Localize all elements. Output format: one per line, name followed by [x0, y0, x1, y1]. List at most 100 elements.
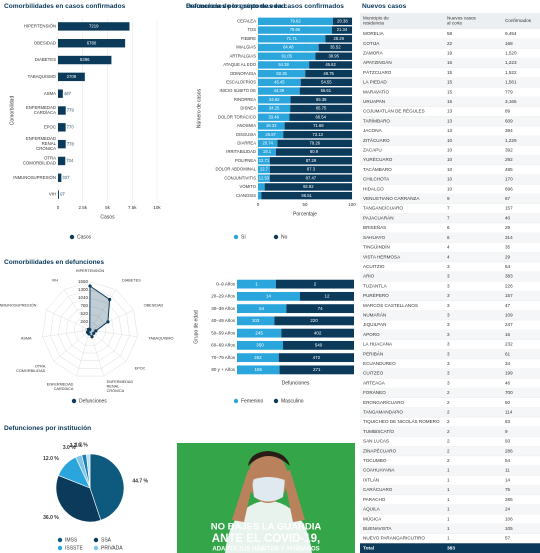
table-cell: 286: [505, 448, 513, 453]
x-tick-label: 10k: [153, 205, 161, 210]
y-tick-label: ANOSMIA: [237, 123, 257, 128]
bar: [237, 304, 287, 314]
y-tick-label: 1300: [78, 287, 89, 292]
table-cell: 10: [447, 167, 453, 172]
axis-spoke: [46, 309, 91, 331]
table-cell: 199: [505, 371, 513, 376]
table-cell: 15: [447, 80, 453, 85]
y-tick-label: DOLOR TORÁCICO: [218, 114, 257, 119]
y-tick-label: 780: [80, 303, 88, 308]
bar: [283, 130, 352, 139]
value-label: 245: [255, 330, 263, 335]
value-label: 103: [252, 318, 260, 323]
value-label: 779: [67, 108, 75, 113]
grid-line: [81, 321, 99, 338]
y-tick-label: CONJUNTIVITIS: [224, 175, 256, 180]
table-cell: HIDALGO: [363, 186, 384, 191]
y-tick-label: ARTRALGIAS: [230, 53, 257, 58]
grid-line: [73, 313, 107, 346]
value-label: 1: [255, 281, 258, 286]
y-tick-label: HIPERTENSIÓN: [24, 24, 56, 29]
table-cell: 29: [505, 254, 511, 259]
table-cell: ECUANDUREO: [363, 361, 396, 366]
axis-spoke: [89, 309, 134, 331]
value-label: 28.29: [333, 36, 344, 41]
chart-title: Comorbilidades en casos confirmados: [4, 3, 126, 10]
row-stripe: [360, 271, 540, 282]
value-label: 734: [66, 158, 74, 163]
table-cell: TANGAMANDAPIO: [363, 410, 403, 415]
table-cell: 314: [505, 235, 513, 240]
mask: [252, 477, 285, 502]
bar: [325, 35, 352, 43]
value-label: 28.32: [266, 123, 277, 128]
bar: [237, 353, 279, 363]
table-cell: 10: [447, 177, 453, 182]
value-label: 74: [318, 306, 324, 311]
table-cell: APATZINGÁN: [363, 59, 392, 65]
table-cell: 1: [447, 477, 450, 482]
table-cell: 3: [447, 332, 450, 337]
legend-label: PRIVADA: [101, 545, 123, 551]
table-cell: CUITZEO: [363, 371, 384, 376]
value-label: 2.2 %: [70, 443, 83, 449]
row-stripe: [360, 523, 540, 534]
y-tick-label: OTRA COMORBILIDAD: [23, 156, 56, 166]
y-tick-label: ESCALOFRÍOS: [226, 79, 256, 84]
y-tick-label: CEFALEA: [237, 18, 256, 23]
table-cell: TACÁMBARO: [363, 166, 392, 172]
table-cell: 3: [447, 264, 450, 269]
table-cell: BRISEÑAS: [363, 224, 386, 230]
row-stripe: [360, 232, 540, 243]
value-label: 6780: [87, 40, 97, 45]
axis-label: ENFERMEDAD CARDÍACA: [47, 382, 74, 390]
row-stripe: [360, 58, 540, 68]
table-cell: 3: [447, 312, 450, 317]
table-cell: 3,165: [505, 99, 517, 104]
value-label: 487: [64, 91, 72, 96]
total-row-bg: [360, 543, 540, 553]
row-stripe: [360, 388, 540, 398]
table-cell: 168: [505, 41, 513, 46]
grid-line: [50, 289, 130, 369]
y-tick-label: TOS: [247, 27, 256, 32]
legend-label: Femenino: [241, 398, 263, 404]
value-label: 96.51: [301, 193, 312, 198]
x-tick-label: 0: [257, 202, 260, 207]
chart-title: Comorbilidades en defunciones: [4, 259, 104, 266]
table-cell: 58: [447, 31, 453, 36]
table-cell: BUENAVISTA: [363, 526, 392, 531]
table-cell: ZAMORA: [363, 50, 384, 55]
bar: [237, 328, 282, 338]
value-label: 20.38: [337, 18, 348, 23]
table-cell: 14: [505, 477, 511, 482]
radar-point: [88, 284, 92, 288]
table-cell: MORELIA: [363, 31, 385, 36]
x-tick-label: 100: [348, 202, 356, 207]
y-tick-label: INICIO SÚBITO DE: [220, 88, 257, 93]
axis-spoke: [89, 329, 138, 338]
table-cell: ACUITZIO: [363, 264, 385, 269]
row-stripe: [360, 465, 540, 476]
y-tick-label: VÓMITO: [240, 184, 257, 189]
y-tick-label: OBESIDAD: [34, 40, 56, 45]
row-stripe: [360, 213, 540, 224]
table-cell: 1,561: [505, 80, 517, 85]
legend-swatch: [93, 537, 99, 543]
value-label: 44.39: [274, 88, 285, 93]
value-label: 402: [314, 330, 322, 335]
table-cell: 4: [447, 254, 450, 259]
table-cell: 47: [505, 303, 511, 308]
pie-slice: [89, 453, 125, 521]
bar: [58, 39, 126, 48]
bar: [275, 148, 352, 156]
table-cell: 696: [505, 186, 513, 191]
value-label: 12.0 %: [43, 456, 59, 462]
y-tick-label: 520: [80, 311, 88, 316]
value-label: 2: [314, 281, 317, 286]
y-tick-label: RINORREA: [234, 97, 256, 102]
value-label: 220: [310, 318, 318, 323]
table-cell: COTIJA: [363, 41, 380, 46]
y-tick-label: DIARREA: [237, 140, 256, 145]
